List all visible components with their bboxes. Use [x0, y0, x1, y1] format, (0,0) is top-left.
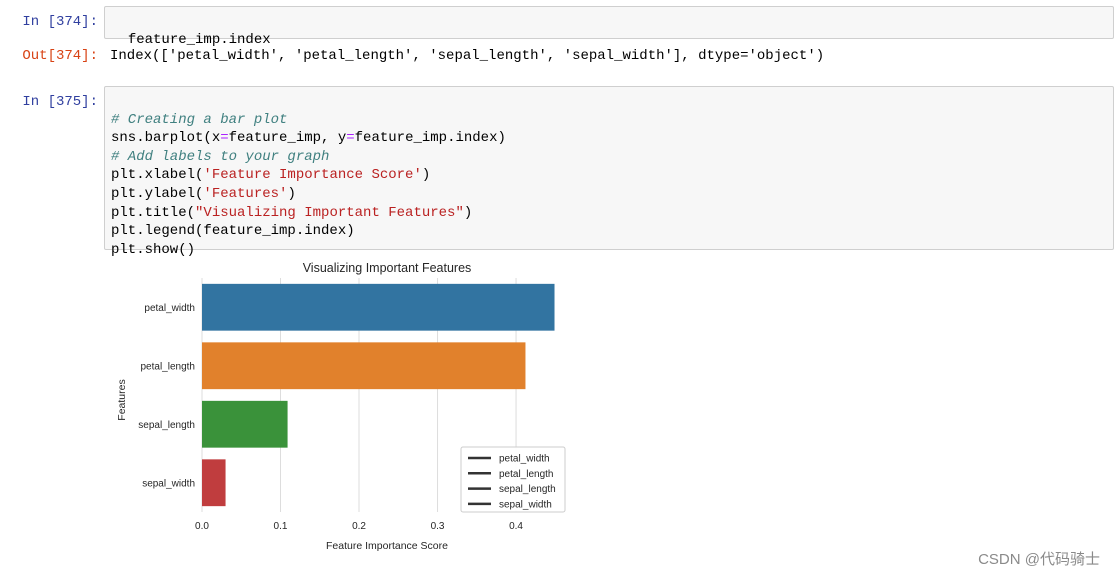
code-line: plt.legend(feature_imp.index)	[111, 223, 355, 240]
code-line: plt.show()	[111, 241, 196, 258]
code-line: feature_imp.index	[127, 31, 271, 48]
watermark: CSDN @代码骑士	[978, 551, 1100, 568]
y-tick-label: sepal_width	[142, 478, 195, 489]
bar-sepal-width	[202, 459, 226, 507]
y-tick-label: petal_length	[141, 361, 196, 372]
legend-entry: sepal_length	[499, 484, 556, 495]
code-cell-374[interactable]: feature_imp.index	[104, 6, 1114, 48]
input-prompt-374: In [374]:	[22, 14, 98, 30]
y-tick-label: sepal_length	[138, 420, 195, 431]
code-line: plt.xlabel('Feature Importance Score')	[111, 167, 431, 184]
bar-petal-length	[202, 342, 526, 390]
chart-legend: petal_width petal_length sepal_lengthsepal…	[460, 446, 566, 513]
code-cell-375[interactable]: # Creating a bar plot sns.barplot(x=featu…	[104, 86, 1114, 258]
code-line: plt.title("Visualizing Important Feature…	[111, 204, 473, 221]
bar-chart-output: Visualizing Important Features petal_wid…	[116, 261, 566, 552]
y-axis-label: Features	[116, 379, 128, 420]
code-line: sns.barplot(x=feature_imp, y=feature_imp…	[111, 130, 506, 147]
bar-sepal-length	[202, 400, 288, 448]
input-prompt-375: In [375]:	[22, 94, 98, 110]
code-line: plt.ylabel('Features')	[111, 185, 296, 202]
x-tick-label: 0.2	[352, 521, 366, 532]
legend-box	[460, 446, 566, 513]
output-prompt-374: Out[374]:	[22, 48, 98, 64]
x-axis-label: Feature Importance Score	[326, 540, 448, 552]
x-tick-label: 0.4	[509, 521, 523, 532]
code-comment: # Creating a bar plot	[111, 111, 288, 128]
bar-petal-width	[202, 283, 555, 331]
output-text-374: Index(['petal_width', 'petal_length', 's…	[110, 48, 825, 64]
chart-title: Visualizing Important Features	[303, 261, 472, 275]
y-tick-label: petal_width	[144, 303, 195, 314]
code-comment: # Add labels to your graph	[111, 148, 330, 165]
legend-entry: petal_width	[499, 454, 550, 465]
x-tick-label: 0.1	[274, 521, 288, 532]
legend-entry: petal_length	[499, 469, 554, 480]
x-tick-label: 0.3	[431, 521, 445, 532]
legend-entry: sepal_width	[499, 499, 552, 510]
x-tick-label: 0.0	[195, 521, 209, 532]
